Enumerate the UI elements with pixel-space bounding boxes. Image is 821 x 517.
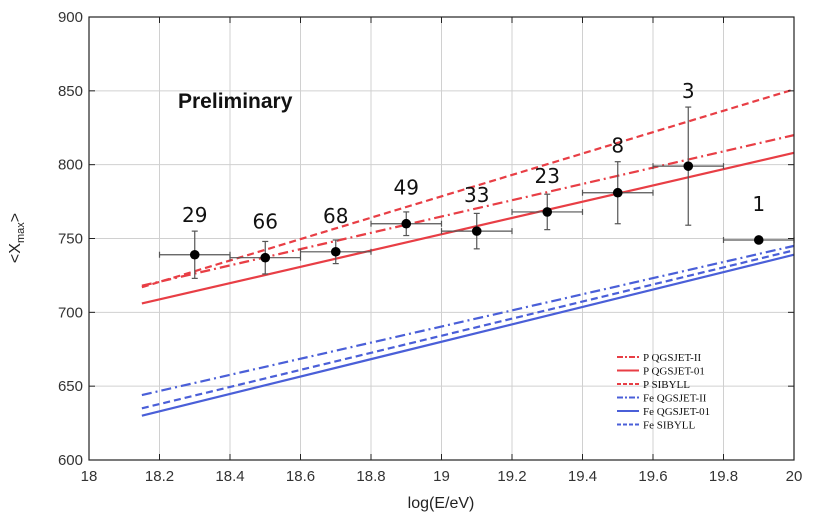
data-point [330, 246, 341, 257]
y-tick-label: 600 [58, 452, 83, 469]
data-point [612, 187, 623, 198]
legend-label: P QGSJET-01 [643, 366, 705, 378]
preliminary-annotation: Preliminary [178, 90, 293, 113]
x-tick-label: 19.8 [709, 468, 738, 485]
series-line [141, 134, 795, 287]
data-point [260, 252, 271, 263]
legend-label: Fe SIBYLL [643, 420, 696, 432]
x-tick-label: 18.4 [215, 468, 244, 485]
legend-label: P QGSJET-II [643, 352, 702, 364]
data-points [158, 106, 795, 279]
svg-text:<Xmax>: <Xmax> [7, 213, 27, 263]
y-tick-label: 650 [58, 378, 83, 395]
x-tick-label: 19.2 [497, 468, 526, 485]
y-axis-title-sub: max [15, 222, 27, 243]
legend: P QGSJET-II P QGSJET-01P SIBYLL Fe QGSJET-… [617, 352, 710, 432]
series-line [141, 244, 795, 397]
x-tick-label: 18.6 [286, 468, 315, 485]
data-point [401, 218, 412, 229]
data-point [471, 226, 482, 236]
x-axis-title: log(E/eV) [408, 495, 475, 512]
y-axis-title-main: <X [7, 243, 24, 263]
x-tick-label: 19.6 [638, 468, 667, 485]
y-tick-label: 800 [58, 157, 83, 174]
x-tick-label: 19 [433, 468, 450, 485]
y-tick-label: 700 [58, 304, 83, 321]
x-tick-label: 18.8 [356, 468, 385, 485]
x-tick-label: 20 [786, 468, 803, 485]
event-counts: 29 66 68 49 33 23 8 3 1 [182, 79, 765, 234]
data-point [542, 207, 553, 217]
axis-ticks: 18 18.2 18.4 18.6 18.8 19 19.2 19.4 19.6 19.8 2060… [58, 9, 802, 485]
y-axis-title-close: > [7, 213, 24, 222]
event-count-label: 33 [464, 183, 489, 207]
x-tick-label: 18.2 [145, 468, 174, 485]
data-point [753, 235, 764, 245]
series-line [141, 253, 795, 417]
event-count-label: 1 [752, 192, 765, 216]
y-tick-label: 850 [58, 83, 83, 100]
y-tick-label: 900 [58, 9, 83, 26]
legend-label: Fe QGSJET-II [643, 393, 707, 405]
legend-label: Fe QGSJET-01 [643, 406, 710, 418]
event-count-label: 66 [253, 210, 278, 234]
series-line [141, 88, 795, 289]
series-line [141, 151, 795, 305]
series-line [141, 249, 795, 410]
event-count-label: 49 [394, 176, 419, 200]
event-count-label: 23 [535, 164, 560, 188]
event-count-label: 3 [682, 79, 695, 103]
x-tick-label: 18 [81, 468, 98, 485]
y-tick-label: 750 [58, 231, 83, 248]
model-lines [141, 88, 795, 417]
legend-label: P SIBYLL [643, 379, 690, 391]
y-axis-title: <Xmax> [7, 213, 27, 263]
event-count-label: 29 [182, 203, 207, 227]
x-tick-label: 19.4 [568, 468, 597, 485]
data-point [683, 161, 694, 171]
event-count-label: 8 [611, 134, 624, 158]
event-count-label: 68 [323, 204, 348, 228]
data-point [189, 249, 200, 260]
